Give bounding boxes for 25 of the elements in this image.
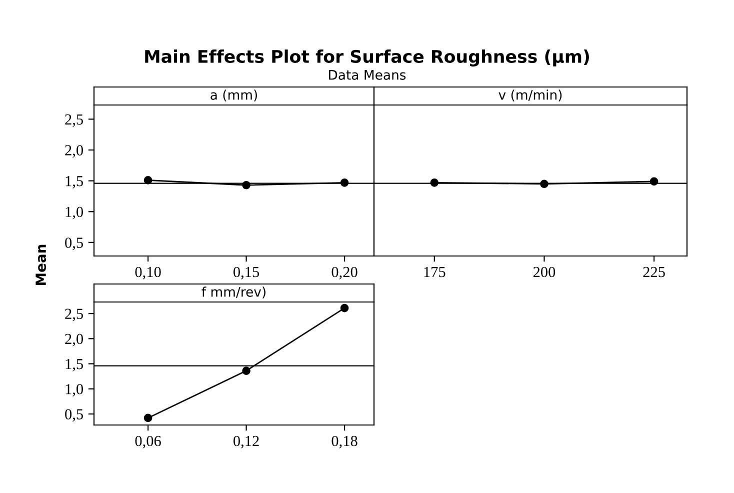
y-tick-label: 2,5 <box>65 308 83 322</box>
text: Main Effects Plot for Surface Roughness (µm) <box>145 50 589 66</box>
x-tick-label: 0,10 <box>135 266 161 280</box>
y-axis-title: Mean <box>36 244 46 285</box>
chart-title: v (m/min) <box>498 90 562 102</box>
x-tick-label: 0,12 <box>233 436 259 448</box>
x-tick-label: 225 <box>643 266 665 278</box>
y-tick-label: 2,5 <box>65 114 83 127</box>
y-tick-label: 2,0 <box>65 334 83 346</box>
x-tick-label: 175 <box>424 266 446 278</box>
y-tick-label: 0,5 <box>65 409 83 422</box>
y-tick-label: 2,0 <box>65 145 83 158</box>
text: Data Means <box>329 70 406 80</box>
x-tick-label: 0,18 <box>332 436 358 448</box>
x-tick-label: 0,20 <box>332 266 358 280</box>
chart-title: a (mm) <box>210 90 258 102</box>
y-tick-label: 1,0 <box>66 384 83 397</box>
x-tick-label: 0,15 <box>233 266 260 280</box>
chart-title: f mm/rev) <box>202 286 266 298</box>
y-tick-label: 1,5 <box>66 358 83 372</box>
x-tick-label: 0,06 <box>135 436 161 448</box>
x-tick-label: 200 <box>533 266 556 278</box>
y-tick-label: 1,0 <box>66 206 83 220</box>
y-tick-label: 0,5 <box>65 238 83 250</box>
y-tick-label: 1,5 <box>66 176 83 188</box>
